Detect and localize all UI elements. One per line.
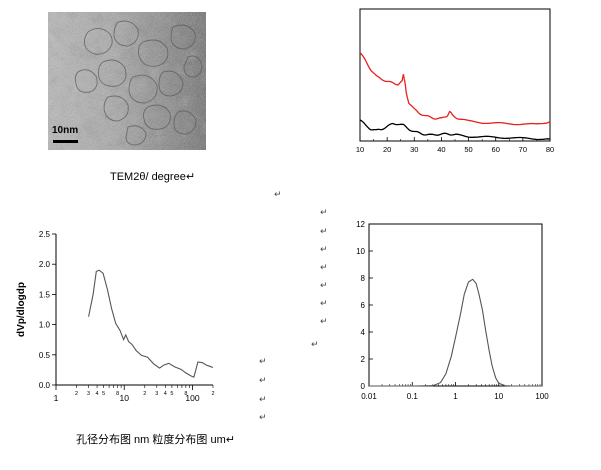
- particle-plot-frame: [368, 223, 543, 387]
- return-mark: ↵: [320, 226, 328, 236]
- xrd-x-tick-label: 80: [546, 145, 554, 154]
- return-mark: ↵: [259, 356, 267, 366]
- pore-x-minor-label: 5: [102, 391, 105, 397]
- caption-top: TEM2θ/ degree↵: [110, 171, 196, 183]
- pore-x-minor-label: 8: [116, 391, 119, 397]
- xrd-chart: 10 20 30 40 50 60 70 80: [356, 8, 554, 154]
- pore-y-tick-label: 0.5: [39, 351, 51, 360]
- pore-x-tick-label: 100: [185, 393, 199, 403]
- particle-y-tick-label: 8: [361, 274, 366, 283]
- pore-x-minor-label: 2: [143, 391, 146, 397]
- xrd-x-tick-label: 70: [519, 145, 527, 154]
- caption-bottom: 孔径分布图 nm 粒度分布图 um↵: [76, 434, 235, 446]
- particle-x-tick-label: 10: [494, 392, 503, 401]
- pore-x-minor-label: 2: [211, 391, 214, 397]
- particle-x-tick-label: 0.01: [361, 392, 377, 401]
- particle-x-tick-label: 100: [535, 392, 549, 401]
- pore-y-tick-label: 1.5: [39, 290, 51, 299]
- xrd-x-tick-label: 30: [410, 145, 418, 154]
- pore-x-minor-label: 8: [184, 391, 187, 397]
- particle-y-tick-label: 0: [361, 382, 366, 391]
- return-mark: ↵: [320, 262, 328, 272]
- tem-scalebar-label: 10nm: [52, 125, 79, 136]
- pore-x-minor-label: 4: [96, 391, 99, 397]
- pore-x-tick-label: 1: [54, 393, 59, 403]
- particle-y-tick-label: 4: [361, 328, 366, 337]
- particle-x-tick-label: 1: [453, 392, 458, 401]
- pore-y-tick-label: 1.0: [39, 321, 51, 330]
- xrd-series-black: [359, 119, 551, 141]
- particle-series-line: [369, 278, 542, 387]
- pore-y-tick-label: 2.5: [39, 230, 51, 239]
- pore-series-line: [88, 269, 214, 378]
- return-mark: ↵: [259, 394, 267, 404]
- pore-y-tick-label: 0.0: [39, 381, 51, 390]
- particle-x-tick-label: 0.1: [407, 392, 419, 401]
- xrd-x-tick-label: 20: [383, 145, 391, 154]
- pore-x-tick-label: 10: [119, 393, 129, 403]
- particle-size-chart: 0 2 4 6 8 10 12 0.01 0.1 1 10 100: [356, 220, 549, 401]
- return-mark: ↵: [320, 316, 328, 326]
- return-mark: ↵: [311, 339, 319, 349]
- tem-micrograph: [48, 12, 206, 150]
- tem-image-panel: 10nm: [48, 12, 206, 150]
- particle-y-tick-label: 6: [361, 301, 366, 310]
- pore-x-minor-label: 3: [155, 391, 158, 397]
- pore-x-minor-label: 4: [164, 391, 167, 397]
- pore-x-minor-label: 3: [87, 391, 90, 397]
- pore-x-minor-label: 2: [75, 391, 78, 397]
- pore-y-axis-label: dVp/dlogdp: [16, 282, 27, 337]
- return-mark: ↵: [274, 189, 282, 199]
- return-mark: ↵: [320, 244, 328, 254]
- return-mark: ↵: [320, 298, 328, 308]
- return-mark: ↵: [259, 412, 267, 422]
- particle-y-tick-label: 12: [356, 220, 365, 229]
- xrd-x-tick-label: 10: [356, 145, 364, 154]
- pore-x-minor-label: 5: [170, 391, 173, 397]
- xrd-x-tick-label: 40: [437, 145, 445, 154]
- xrd-x-tick-label: 50: [464, 145, 472, 154]
- return-mark: ↵: [320, 280, 328, 290]
- particle-y-tick-label: 2: [361, 355, 366, 364]
- pore-y-tick-label: 2.0: [39, 260, 51, 269]
- xrd-x-tick-label: 60: [492, 145, 500, 154]
- return-mark: ↵: [259, 375, 267, 385]
- xrd-series-red: [359, 52, 551, 126]
- return-mark: ↵: [320, 207, 328, 217]
- particle-y-tick-label: 10: [356, 247, 365, 256]
- xrd-plot-frame: [359, 8, 551, 142]
